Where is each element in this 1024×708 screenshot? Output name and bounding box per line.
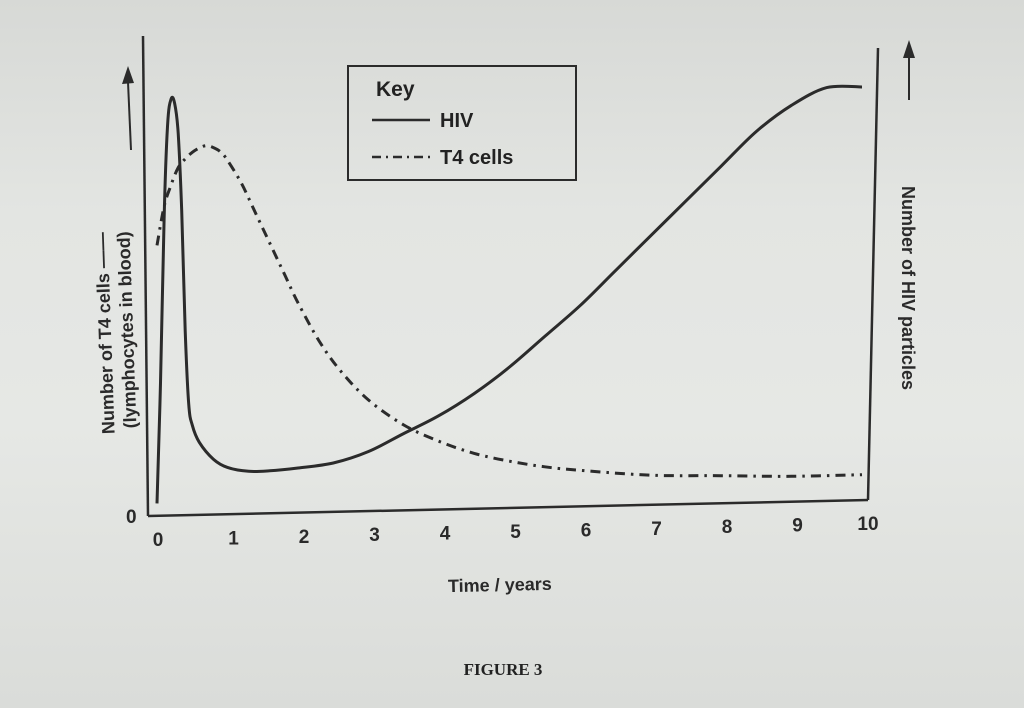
legend-t4-label: T4 cells [440,147,513,169]
right-axis-line [866,47,880,501]
right-axis-title: Number of HIV particles [898,186,918,390]
x-tick-label: 5 [510,522,521,543]
left-axis-title: Number of T4 cells —— (lymphocytes in bl… [91,226,140,434]
x-tick-label: 1 [228,528,239,549]
x-tick-label: 9 [792,516,803,537]
series-line-hiv [155,84,863,504]
left-axis-line [141,35,150,517]
figure-caption: FIGURE 3 [464,660,543,679]
y-tick-label-zero: 0 [126,507,137,528]
legend-title: Key [376,78,415,101]
left-axis-arrow-icon [127,81,132,151]
right-arrowhead-icon [903,40,915,58]
x-tick-label: 3 [369,525,380,546]
series-line-t4-cells [155,144,863,478]
x-tick-label: 10 [857,514,878,535]
axes [122,35,915,518]
x-tick-label: 8 [722,517,733,538]
legend-box [347,65,577,181]
x-axis-title: Time / years [448,574,552,596]
legend-hiv-label: HIV [440,110,474,132]
x-tick-label: 4 [440,524,451,545]
x-axis-line [147,498,869,518]
left-axis-title-line2: (lymphocytes in blood) [114,231,141,429]
left-arrowhead-icon [122,66,134,84]
x-tick-label: 7 [651,519,662,540]
x-tick-label: 2 [299,527,310,548]
legend: Key HIV T4 cells [347,65,577,181]
x-tick-label: 0 [153,530,164,551]
series-layer [155,84,863,504]
x-tick-labels: 0 1 2 3 4 5 6 7 8 9 10 [153,514,879,551]
x-tick-label: 6 [581,520,592,541]
